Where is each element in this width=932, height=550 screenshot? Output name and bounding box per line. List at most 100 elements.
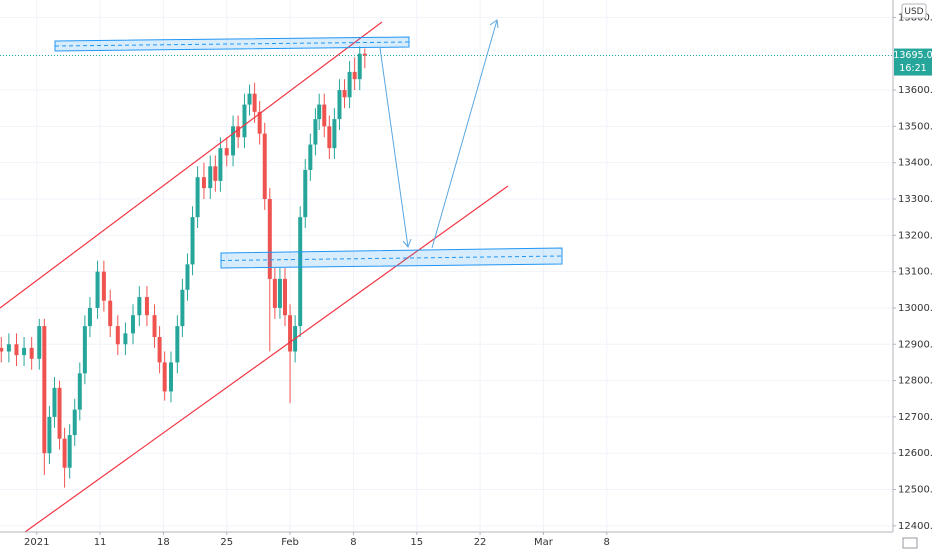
candle-body [185,264,190,290]
y-tick-label: 13300.0 [898,194,932,205]
currency: USD [904,7,923,17]
x-tick-label: 8 [350,537,356,548]
x-tick-label: 8 [604,537,610,548]
candle-body [303,169,308,218]
candle-body [298,217,303,327]
y-tick-label: 12800.0 [898,376,932,387]
candle-body [236,126,241,138]
candle-body [175,326,180,363]
candle-body [352,71,357,80]
candle-body [6,344,11,352]
candle-body [283,278,287,316]
arrow-down-head [402,238,412,248]
y-tick-label: 13200.0 [898,230,932,241]
candle-body [29,347,34,359]
y-tick-label: 13100.0 [898,267,932,278]
candle-body [123,333,128,345]
y-tick-label: 12900.0 [898,339,932,350]
time-axis-bg [0,532,932,550]
candle-body [201,177,206,189]
candle-body [162,362,167,392]
candle-body [272,278,277,308]
axes: 12400.0 12500.0 12600.0 12700.0 12800.0 12900… [24,12,932,548]
arrow-up-head [489,19,499,29]
candle-body [131,315,135,334]
currency-box [901,3,927,19]
candle-body [82,326,87,374]
candle-body [224,148,229,156]
candle-body [108,300,113,327]
candle-body [347,71,352,98]
candle-body [277,278,282,308]
x-tick-label: 15 [410,537,423,548]
last-price-label: 13695.0 [893,50,932,61]
candle-body [190,217,195,265]
candles [0,46,893,488]
candle-body [137,297,142,316]
y-tick-label: 12500.0 [898,485,932,496]
candle-body [42,326,47,454]
y-tick-label: 13000.0 [898,303,932,314]
x-tick-label: 18 [157,537,170,548]
y-tick-label: 12400.0 [898,521,932,532]
price-axis-bg [893,0,932,550]
candle-body [67,435,72,468]
x-tick-label: Mar [534,537,554,548]
candle-body [337,90,342,120]
candle-body [152,315,157,337]
y-tick-label: 13400.0 [898,158,932,169]
drawings [0,19,563,533]
last-price-box [894,48,932,76]
candle-body [327,126,332,149]
candle-body [313,119,318,145]
candle-body [22,347,27,356]
countdown-label: 16:21 [899,63,926,74]
candle-body [242,104,247,138]
candle-body [357,53,362,80]
candle-body [257,111,262,134]
x-tick-label: 2021 [24,537,49,548]
candle-body [144,297,149,316]
candle-body [213,166,218,181]
candle-body [208,166,213,189]
candle-body [332,119,337,149]
candle-body [288,315,293,352]
candle-body [262,133,267,200]
channel-lower [24,185,509,533]
candle-body [95,271,100,308]
candle-body [308,144,313,170]
settings-icon[interactable] [902,537,918,549]
x-tick-label: 22 [474,537,487,548]
candle-body [72,409,77,436]
support-midline [220,255,563,261]
x-tick-label: 11 [94,537,107,548]
x-tick-label: Feb [281,537,299,548]
candle-body [157,336,162,363]
candle-body [231,126,236,156]
candle-body [247,93,252,105]
candle-body [52,387,57,417]
y-tick-label: 12600.0 [898,448,932,459]
candle-body [57,387,62,439]
candle-body [77,373,82,410]
candle-body [101,271,106,301]
candle-body [62,438,67,468]
candle-body [180,289,185,327]
candle-body [252,93,257,112]
arrow-down [379,47,409,248]
candle-body [115,326,120,345]
channel-upper [0,21,383,309]
candle-body [47,416,52,454]
arrow-up [431,19,498,249]
candle-body [322,104,327,127]
candle-body [87,307,92,327]
candle-body [218,148,223,181]
candle-body [37,326,42,359]
candle-body [362,53,367,56]
candle-body [195,177,200,218]
x-tick-label: 25 [220,537,233,548]
resistance-midline [54,41,410,47]
candle-body [0,347,4,352]
